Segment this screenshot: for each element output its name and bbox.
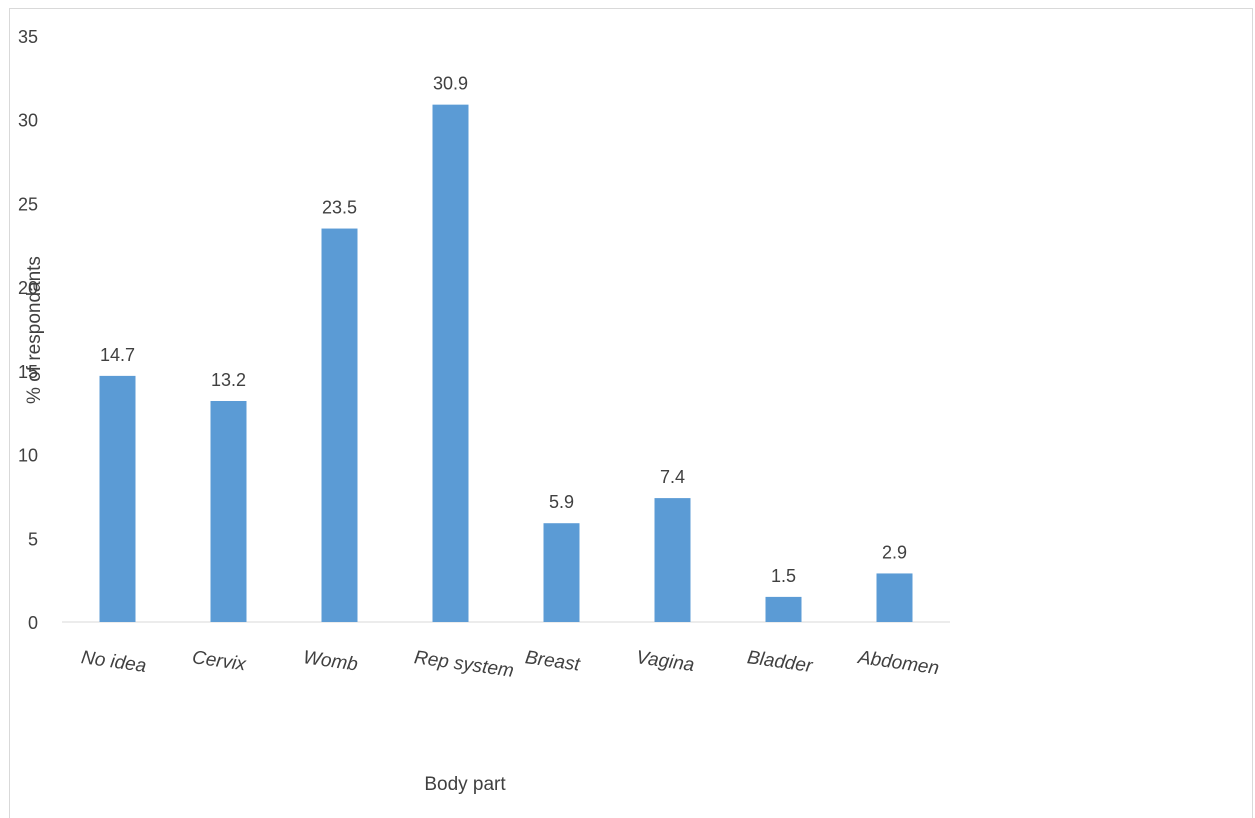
chart-area — [9, 8, 1253, 818]
x-tick-label: Vagina — [635, 647, 696, 676]
x-tick-label: Rep system — [413, 647, 515, 682]
data-label: 1.5 — [771, 566, 796, 586]
bar — [210, 400, 247, 622]
y-tick-label: 20 — [18, 278, 38, 298]
y-axis-ticks: 0 5 10 15 20 25 30 35 — [18, 27, 38, 633]
y-tick-label: 15 — [18, 362, 38, 382]
y-tick-label: 5 — [28, 529, 38, 549]
x-tick-label: No idea — [80, 647, 148, 677]
bar — [432, 104, 469, 623]
x-axis-title: Body part — [424, 774, 506, 795]
data-label: 30.9 — [433, 74, 468, 94]
bar — [765, 596, 802, 622]
data-label: 7.4 — [660, 467, 685, 487]
bar — [543, 523, 580, 622]
x-axis-tick-labels: No idea Cervix Womb Rep system Breast Vagina B… — [80, 647, 940, 682]
bar — [321, 228, 358, 623]
y-tick-label: 10 — [18, 446, 38, 466]
x-tick-label: Breast — [524, 647, 582, 676]
y-tick-label: 25 — [18, 194, 38, 214]
x-tick-label: Womb — [302, 647, 359, 675]
data-label: 13.2 — [211, 370, 246, 390]
y-tick-label: 35 — [18, 27, 38, 47]
data-label: 23.5 — [322, 198, 357, 218]
y-tick-label: 30 — [18, 111, 38, 131]
data-label: 5.9 — [549, 492, 574, 512]
x-tick-label: Cervix — [191, 647, 249, 675]
x-tick-label: Abdomen — [856, 647, 940, 679]
bars — [99, 104, 913, 623]
y-tick-label: 0 — [28, 613, 38, 633]
data-labels: 14.7 13.2 23.5 30.9 5.9 7.4 1.5 2.9 — [100, 74, 907, 586]
bar — [654, 498, 691, 622]
x-tick-label: Bladder — [746, 647, 814, 677]
y-axis-title: % of respondants — [24, 256, 45, 404]
bar — [876, 573, 913, 622]
bar — [99, 375, 136, 622]
data-label: 14.7 — [100, 345, 135, 365]
data-label: 2.9 — [882, 542, 907, 562]
